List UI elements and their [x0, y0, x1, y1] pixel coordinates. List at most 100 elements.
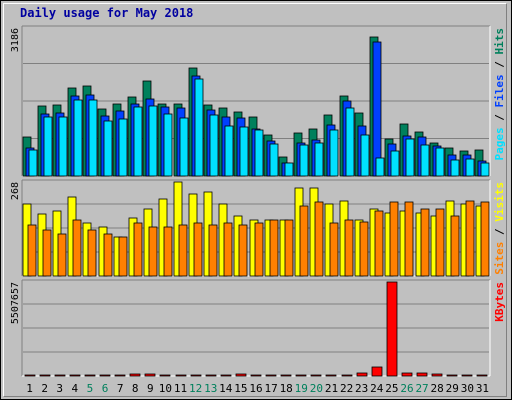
kbytes-bar [114, 374, 126, 377]
sites-bar [178, 224, 188, 277]
chart-title: Daily usage for May 2018 [20, 6, 194, 20]
kbytes-bar [69, 374, 81, 377]
x-tick-label: 5 [87, 382, 94, 395]
sites-bar [72, 219, 82, 277]
kbytes-bar [265, 374, 277, 377]
kbytes-bar [24, 374, 36, 377]
pages-bar [103, 120, 113, 177]
pages-bar [390, 150, 400, 177]
kbytes-bar [341, 374, 353, 377]
sites-bar [103, 233, 113, 277]
x-tick-label: 17 [264, 382, 277, 395]
pages-bar [43, 116, 53, 177]
sites-bar [148, 226, 158, 277]
kbytes-panel: 5507657 KBytes [10, 279, 506, 377]
x-tick-label: 11 [174, 382, 187, 395]
kbytes-bar [205, 374, 217, 377]
pages-bar [465, 158, 475, 177]
x-tick-label: 30 [461, 382, 474, 395]
kbytes-bar [250, 374, 262, 377]
pages-bar [224, 125, 234, 177]
kbytes-bar [356, 372, 368, 377]
pages-bar [28, 149, 38, 177]
sites-bar [87, 229, 97, 277]
x-tick-label: 12 [189, 382, 202, 395]
sites-bar [314, 201, 324, 277]
x-tick-label: 20 [310, 382, 323, 395]
pages-bar [284, 162, 294, 177]
x-tick-label: 19 [295, 382, 308, 395]
pages-bar [58, 116, 68, 177]
files-bar [372, 41, 382, 177]
x-axis-day-labels: 1 2 3 4 5 6 7 8 9 10 11 12 13 14 15 16 17 18 19 20 21 22 23 24 2… [26, 382, 489, 395]
chart-frame-bevel [3, 3, 507, 397]
legend-label: Sites / Visits [493, 182, 506, 275]
kbytes-bar [310, 374, 322, 377]
legend-label-part: Sites [493, 242, 506, 275]
pages-bar [299, 144, 309, 177]
sites-bar [329, 222, 339, 277]
pages-bar [329, 129, 339, 177]
kbytes-bar [175, 374, 187, 377]
kbytes-bar [280, 374, 292, 377]
x-tick-label: 27 [415, 382, 428, 395]
kbytes-bar [461, 374, 473, 377]
kbytes-bar [476, 374, 488, 377]
x-tick-label: 22 [340, 382, 353, 395]
sites-bar [435, 208, 445, 277]
kbytes-bar [54, 374, 66, 377]
legend-label-part: Hits [493, 28, 506, 55]
sites-bar [359, 221, 369, 277]
pages-bar [209, 114, 219, 177]
sites-bar [284, 219, 294, 277]
kbytes-bar [295, 374, 307, 377]
pages-bar [420, 144, 430, 177]
pages-bar [239, 126, 249, 177]
x-tick-label: 25 [385, 382, 398, 395]
x-tick-label: 10 [159, 382, 172, 395]
sites-bar [450, 215, 460, 277]
sites-bar [269, 219, 279, 277]
pages-bar [118, 118, 128, 177]
pages-bar [163, 113, 173, 177]
x-tick-label: 31 [476, 382, 489, 395]
x-tick-label: 21 [325, 382, 338, 395]
sites-bar [480, 201, 490, 277]
x-tick-label: 13 [204, 382, 217, 395]
x-tick-label: 14 [219, 382, 233, 395]
pages-bar [480, 162, 490, 177]
pages-bar [360, 134, 370, 177]
hits-files-pages-panel: 3186 Pages / Files / Hits [10, 25, 506, 177]
pages-bar [269, 143, 279, 177]
sites-bar [133, 222, 143, 277]
x-tick-label: 6 [102, 382, 109, 395]
kbytes-bar [401, 372, 413, 377]
sites-bar [223, 222, 233, 277]
sites-bar [193, 222, 203, 277]
sites-bar [374, 210, 384, 277]
x-tick-label: 18 [280, 382, 293, 395]
legend-label-part: KBytes [493, 282, 506, 322]
pages-bar [405, 138, 415, 177]
x-tick-label: 2 [41, 382, 48, 395]
sites-bar [465, 200, 475, 277]
pages-bar [345, 107, 355, 177]
pages-bar [88, 99, 98, 177]
sites-bar [404, 201, 414, 277]
y-max-label: 3186 [10, 28, 21, 52]
sites-bar [208, 224, 218, 277]
kbytes-bar [190, 374, 202, 377]
kbytes-bar [129, 373, 141, 377]
pages-bar [435, 147, 445, 177]
x-tick-label: 1 [26, 382, 33, 395]
pages-bar [254, 129, 264, 177]
x-tick-label: 28 [431, 382, 444, 395]
kbytes-bar [39, 374, 51, 377]
sites-bar [118, 236, 128, 277]
kbytes-bar [220, 374, 232, 377]
kbytes-bar [159, 374, 171, 377]
x-tick-label: 8 [132, 382, 139, 395]
pages-bar [450, 159, 460, 177]
kbytes-bar [235, 373, 247, 377]
